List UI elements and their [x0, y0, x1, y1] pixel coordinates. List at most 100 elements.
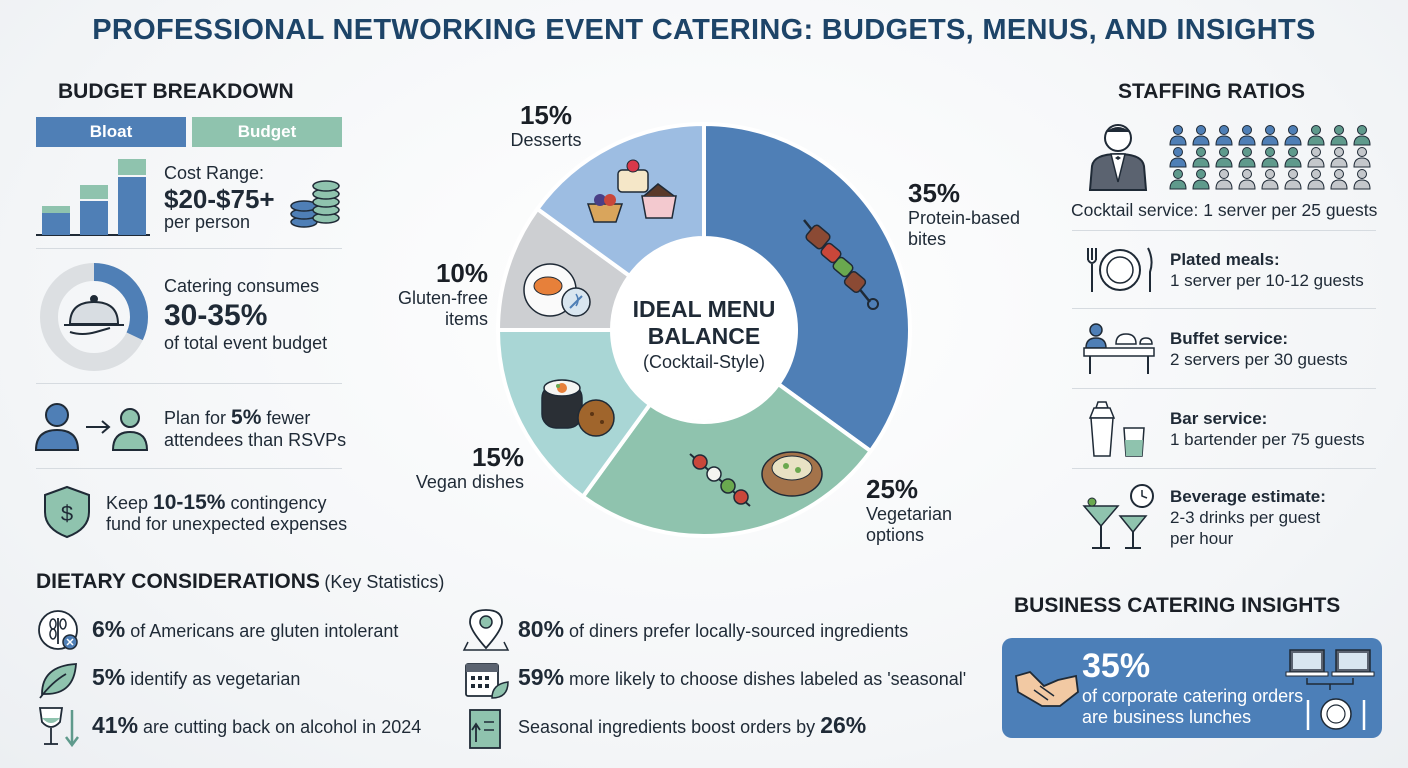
cocktail-ratio: Cocktail service: 1 server per 25 guests	[1071, 200, 1378, 220]
gluten-icon	[38, 610, 78, 650]
bar-ratio: 1 bartender per 75 guests	[1170, 430, 1365, 449]
coins-icon	[290, 180, 340, 228]
guest-person-icon	[1261, 125, 1279, 146]
guest-person-icon	[1284, 147, 1302, 168]
guest-person-icon	[1215, 125, 1233, 146]
donut-center-label: IDEAL MENU BALANCE (Cocktail-Style)	[632, 296, 776, 372]
diet-seasonal: 59% more likely to choose dishes labeled…	[518, 664, 967, 690]
sushi-icon	[541, 379, 615, 437]
slice-desserts	[534, 121, 706, 279]
diet-alcohol: 41% are cutting back on alcohol in 2024	[92, 712, 422, 738]
guest-person-icon	[1307, 147, 1325, 168]
laptops-plate-icon	[1285, 649, 1375, 730]
diet-gluten: 6% of Americans are gluten intolerant	[92, 616, 399, 642]
guest-person-icon	[1192, 125, 1210, 146]
leaf-icon	[39, 663, 77, 699]
guest-person-icon	[1353, 147, 1371, 168]
budget-donut	[40, 263, 148, 371]
consumes-unit: of total event budget	[164, 333, 328, 353]
keep-text: Keep 10-15% contingency	[106, 491, 327, 514]
guest-person-icon	[1307, 169, 1325, 190]
attendees-icon	[34, 403, 149, 451]
gluten-free-plate-icon	[523, 263, 591, 317]
cost-range-label: Cost Range:	[164, 163, 265, 183]
insights-heading: BUSINESS CATERING INSIGHTS	[1014, 594, 1341, 617]
bar-title: Bar service:	[1170, 409, 1268, 428]
guest-person-icon	[1192, 169, 1210, 190]
waiter-icon	[1088, 124, 1148, 191]
guest-person-icon	[1284, 169, 1302, 190]
guest-grid-icon	[1169, 125, 1371, 190]
slice-label-gluten: 10% Gluten-free items	[397, 258, 488, 329]
cloche-icon	[64, 295, 124, 335]
cost-range-unit: per person	[164, 212, 251, 232]
plate-cutlery-icon	[1087, 247, 1153, 292]
insights-line2: are business lunches	[1082, 707, 1252, 727]
slice-protein	[702, 121, 912, 454]
slice-label-desserts: 15% Desserts	[510, 100, 582, 150]
buffet-icon	[1083, 323, 1155, 374]
guest-person-icon	[1238, 147, 1256, 168]
skewer-icon	[803, 219, 879, 310]
guest-person-icon	[1261, 169, 1279, 190]
dessert-icon	[586, 159, 677, 223]
insights-number: 35%	[1082, 647, 1151, 685]
beverage-line1: 2-3 drinks per guest	[1170, 508, 1321, 527]
cost-range-value: $20-$75+	[164, 184, 275, 214]
diet-vegetarian: 5% identify as vegetarian	[92, 664, 301, 690]
buffet-ratio: 2 servers per 30 guests	[1170, 350, 1348, 369]
diet-boost: Seasonal ingredients boost orders by 26%	[518, 712, 867, 738]
guest-person-icon	[1284, 125, 1302, 146]
guest-person-icon	[1261, 147, 1279, 168]
guest-person-icon	[1307, 125, 1325, 146]
plan-text: Plan for 5% fewer	[164, 406, 311, 429]
guest-person-icon	[1192, 147, 1210, 168]
dietary-heading: DIETARY CONSIDERATIONS (Key Statistics)	[36, 570, 445, 593]
calendar-icon	[465, 663, 509, 699]
insights-card: 35% of corporate catering orders are bus…	[1002, 638, 1382, 738]
plan-text-line2: attendees than RSVPs	[164, 430, 347, 450]
keep-text-line2: fund for unexpected expenses	[106, 514, 348, 534]
growth-chart-icon	[469, 709, 501, 749]
menu-donut-chart	[495, 121, 912, 538]
insights-line1: of corporate catering orders	[1082, 686, 1304, 706]
guest-person-icon	[1169, 147, 1187, 168]
plated-title: Plated meals:	[1170, 250, 1280, 269]
guest-person-icon	[1353, 125, 1371, 146]
guest-person-icon	[1169, 125, 1187, 146]
guest-person-icon	[1330, 169, 1348, 190]
consumes-label: Catering consumes	[164, 276, 320, 296]
bar-chart-icon	[36, 159, 150, 236]
guest-person-icon	[1330, 125, 1348, 146]
slice-label-protein: 35% Protein-based bites	[908, 178, 1021, 249]
wine-icon	[38, 707, 79, 748]
page-title: PROFESSIONAL NETWORKING EVENT CATERING: …	[92, 14, 1316, 46]
guest-person-icon	[1238, 169, 1256, 190]
budget-heading: BUDGET BREAKDOWN	[58, 80, 294, 103]
veggie-skewer-icon	[689, 451, 823, 507]
beverage-icon	[1082, 484, 1154, 549]
staffing-heading: STAFFING RATIOS	[1118, 80, 1306, 103]
guest-person-icon	[1238, 125, 1256, 146]
guest-person-icon	[1215, 147, 1233, 168]
location-icon	[462, 609, 510, 651]
legend-bloat: Bloat	[36, 117, 186, 147]
guest-person-icon	[1169, 169, 1187, 190]
slice-label-vegan: 15% Vegan dishes	[415, 442, 524, 492]
cocktail-shaker-icon	[1088, 401, 1145, 457]
consumes-value: 30-35%	[164, 299, 268, 332]
guest-person-icon	[1330, 147, 1348, 168]
guest-person-icon	[1215, 169, 1233, 190]
buffet-title: Buffet service:	[1170, 329, 1289, 348]
shield-dollar-icon: $	[44, 485, 90, 539]
plated-ratio: 1 server per 10-12 guests	[1170, 271, 1364, 290]
guest-person-icon	[1353, 169, 1371, 190]
handshake-icon	[1015, 670, 1079, 707]
donut-hole	[614, 240, 794, 420]
svg-text:$: $	[61, 501, 73, 526]
legend-budget: Budget	[192, 117, 342, 147]
beverage-line2: per hour	[1170, 529, 1234, 548]
slice-label-vegetarian: 25% Vegetarian options	[866, 474, 953, 545]
beverage-title: Beverage estimate:	[1170, 487, 1326, 506]
slice-vegetarian	[580, 381, 874, 538]
